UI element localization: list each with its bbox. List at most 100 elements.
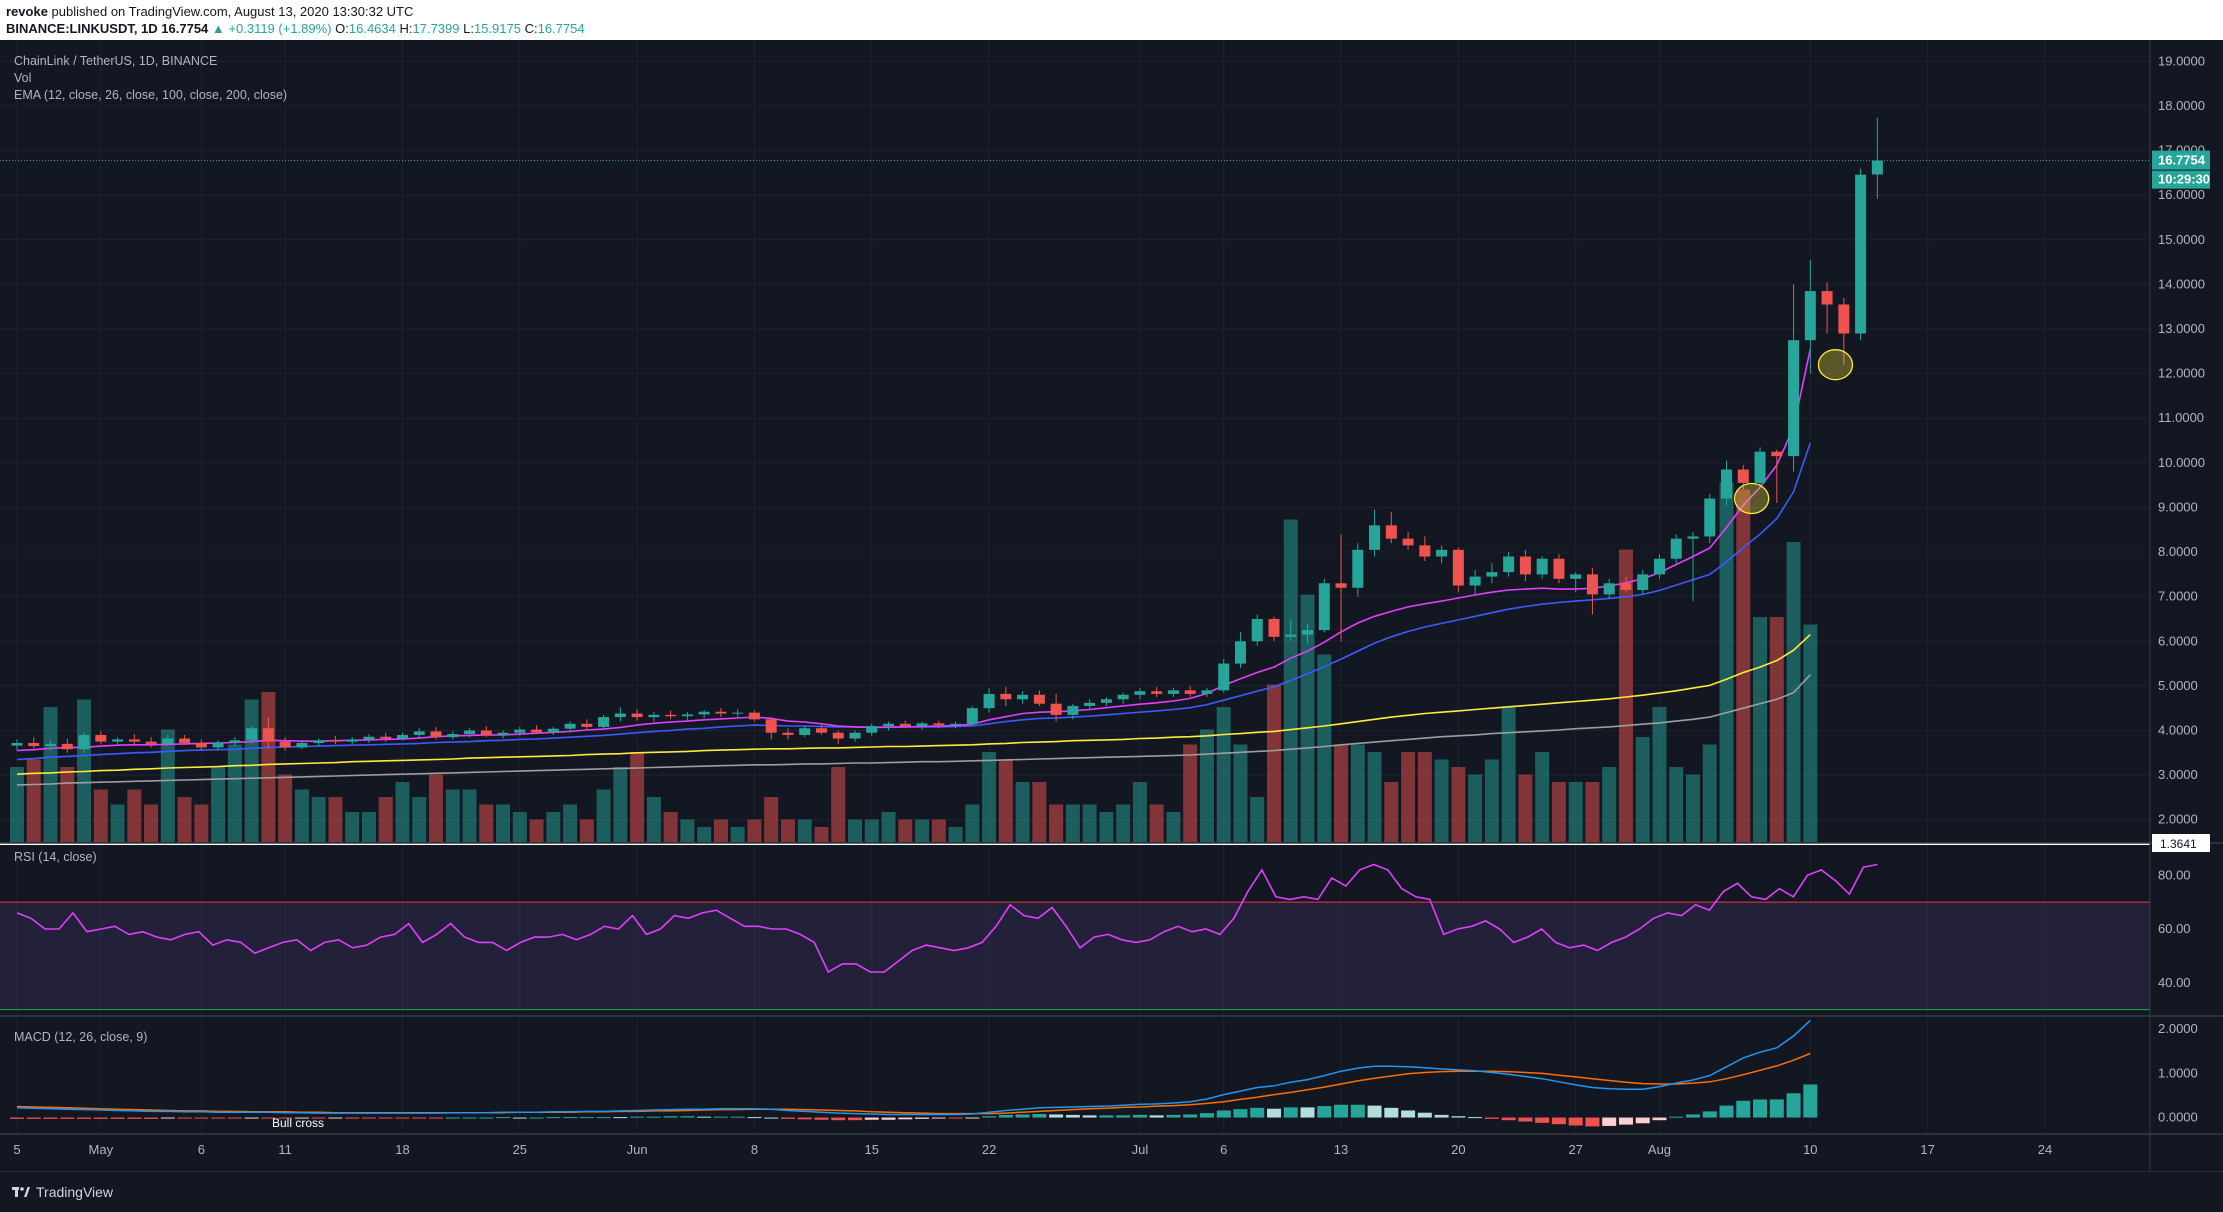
volume-bar bbox=[1518, 774, 1533, 842]
time-scale[interactable]: 5 May 6 11 18 25 Jun 8 15 22 Jul 6 13 20 27 Aug 10 17 24 bbox=[13, 1142, 2052, 1157]
macd-legend[interactable]: MACD (12, 26, close, 9) bbox=[14, 1030, 148, 1044]
candle-body bbox=[95, 734, 107, 742]
volume-bar bbox=[144, 804, 159, 842]
macd-histogram-bar bbox=[177, 1117, 192, 1119]
ema-legend[interactable]: EMA (12, close, 26, close, 100, close, 2… bbox=[14, 88, 288, 102]
volume-bar bbox=[1618, 549, 1633, 842]
candle-body bbox=[447, 734, 459, 738]
candle-body bbox=[1419, 545, 1431, 557]
macd-histogram-bar bbox=[361, 1117, 376, 1119]
candle-body bbox=[246, 728, 258, 741]
macd-histogram-bar bbox=[345, 1117, 360, 1119]
macd-histogram-bar bbox=[144, 1117, 159, 1119]
candle-body bbox=[1084, 702, 1096, 706]
candle-body bbox=[1737, 469, 1749, 483]
macd-histogram-bar bbox=[1350, 1104, 1365, 1118]
macd-histogram-bar bbox=[1334, 1104, 1349, 1118]
candle-body bbox=[681, 714, 693, 717]
volume-bar bbox=[1334, 744, 1349, 842]
rsi-legend[interactable]: RSI (14, close) bbox=[14, 850, 97, 864]
candle-body bbox=[748, 712, 760, 720]
macd-histogram-bar bbox=[1686, 1114, 1700, 1118]
macd-histogram-bar bbox=[1417, 1112, 1432, 1118]
candle-body bbox=[262, 728, 274, 742]
rsi-tick-label: 40.00 bbox=[2158, 975, 2191, 990]
price-tick-label: 13.0000 bbox=[2158, 321, 2205, 336]
pane-separators[interactable] bbox=[0, 40, 2223, 1171]
candle-body bbox=[1100, 699, 1112, 703]
macd-histogram-bar bbox=[613, 1117, 628, 1119]
ohlc-line: BINANCE:LINKUSDT, 1D 16.7754 ▲ +0.3119 (… bbox=[6, 21, 585, 36]
volume-bar bbox=[1719, 482, 1734, 842]
time-tick-label: 6 bbox=[1220, 1142, 1227, 1157]
macd-histogram-bar bbox=[512, 1117, 527, 1119]
candle-body bbox=[212, 742, 224, 748]
price-change: ▲ +0.3119 (+1.89%) bbox=[211, 21, 332, 36]
time-tick-label: May bbox=[89, 1142, 114, 1157]
macd-histogram-bar bbox=[1099, 1115, 1114, 1118]
macd-histogram-bar bbox=[1618, 1117, 1633, 1125]
chart-title[interactable]: ChainLink / TetherUS, 1D, BINANCE bbox=[14, 54, 218, 68]
volume-marker-tag bbox=[2152, 834, 2210, 852]
macd-histogram-bar bbox=[1367, 1105, 1382, 1118]
macd-histogram-bar bbox=[244, 1117, 259, 1119]
time-tick-label: 27 bbox=[1568, 1142, 1582, 1157]
volume-bar bbox=[965, 804, 980, 842]
volume-bar bbox=[1384, 782, 1399, 842]
vol-legend[interactable]: Vol bbox=[14, 71, 32, 85]
macd-histogram-bar bbox=[1300, 1107, 1315, 1118]
candle-body bbox=[112, 739, 124, 742]
macd-histogram-bar bbox=[160, 1117, 175, 1119]
volume-bar bbox=[1669, 767, 1684, 842]
macd-histogram-bar bbox=[278, 1117, 293, 1119]
chart-area[interactable]: 19.000018.000017.000016.000015.000014.00… bbox=[0, 40, 2223, 1171]
candle-body bbox=[1318, 583, 1330, 631]
candle-body bbox=[346, 739, 358, 742]
time-tick-label: 22 bbox=[982, 1142, 996, 1157]
candle-body bbox=[380, 736, 392, 739]
rsi-line bbox=[16, 863, 1878, 974]
volume-bar bbox=[1082, 804, 1097, 842]
macd-histogram-bar bbox=[596, 1117, 611, 1119]
macd-histogram-bar bbox=[1602, 1117, 1617, 1126]
candle-body bbox=[1503, 556, 1515, 573]
time-tick-label: 25 bbox=[513, 1142, 527, 1157]
macd-histogram-bar bbox=[77, 1117, 92, 1119]
macd-histogram-bar bbox=[1719, 1105, 1734, 1118]
macd-histogram-bar bbox=[1518, 1117, 1533, 1122]
macd-histogram-bar bbox=[194, 1117, 209, 1119]
price-scale[interactable]: 19.000018.000017.000016.000015.000014.00… bbox=[2152, 53, 2210, 1125]
macd-histogram-bar bbox=[10, 1117, 24, 1119]
macd-histogram-bar bbox=[1132, 1114, 1147, 1118]
macd-histogram-bar bbox=[764, 1117, 779, 1119]
volume-bar bbox=[747, 819, 762, 842]
volume-bar bbox=[378, 797, 393, 842]
macd-histogram-bar bbox=[1149, 1115, 1164, 1118]
time-tick-label: Jul bbox=[1132, 1142, 1149, 1157]
macd-histogram-bar bbox=[26, 1117, 41, 1119]
macd-histogram-bar bbox=[227, 1117, 242, 1119]
time-tick-label: 13 bbox=[1334, 1142, 1348, 1157]
macd-histogram-bar bbox=[915, 1117, 930, 1119]
volume-bar bbox=[211, 767, 226, 842]
high-label: H: bbox=[399, 21, 413, 36]
publisher-name[interactable]: revoke bbox=[6, 4, 48, 19]
macd-histogram-bar bbox=[663, 1116, 678, 1118]
candle-body bbox=[1184, 690, 1196, 694]
macd-histogram-bar bbox=[1652, 1117, 1667, 1121]
close-label: C: bbox=[524, 21, 538, 36]
macd-histogram-bar bbox=[1283, 1107, 1298, 1118]
volume-bar bbox=[110, 804, 125, 842]
rsi-pane bbox=[0, 863, 2150, 1011]
tradingview-brand[interactable]: TradingView bbox=[36, 1184, 114, 1200]
macd-histogram-bar bbox=[780, 1117, 795, 1119]
candle-body bbox=[866, 726, 878, 733]
macd-histogram-bar bbox=[1551, 1117, 1566, 1125]
macd-histogram-bar bbox=[898, 1117, 913, 1120]
macd-histogram-bar bbox=[747, 1117, 762, 1119]
volume-bar bbox=[630, 752, 645, 842]
macd-histogram-bar bbox=[395, 1117, 410, 1119]
macd-histogram-bar bbox=[110, 1117, 125, 1119]
volume-bar bbox=[529, 819, 544, 842]
annotations bbox=[0, 349, 2150, 845]
